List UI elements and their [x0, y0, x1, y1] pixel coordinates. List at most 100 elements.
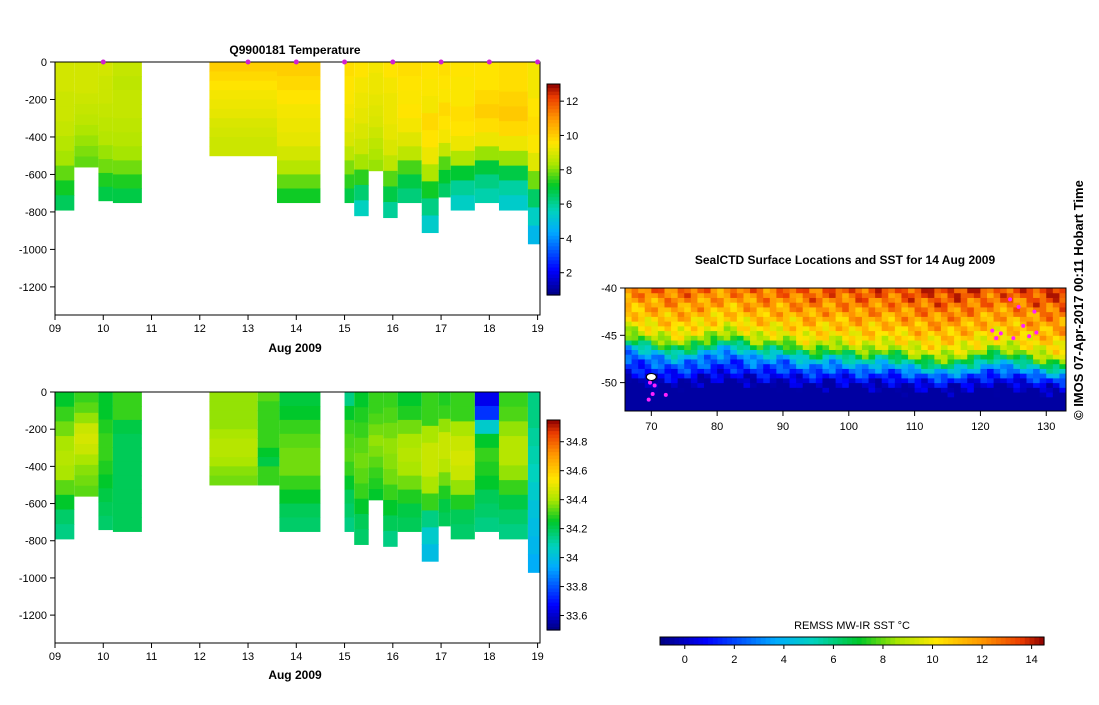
sst-cell: [1059, 306, 1067, 313]
profile-cell: [438, 156, 451, 171]
sst-cell: [743, 377, 751, 384]
sst-cell: [710, 330, 718, 336]
sst-cell: [934, 340, 942, 346]
sst-cell: [684, 382, 692, 388]
sst-cell: [763, 316, 771, 322]
sst-cell: [842, 344, 850, 350]
profile-cell: [257, 466, 280, 477]
sst-colorbar-tick-label: 2: [731, 654, 737, 666]
profile-cell: [450, 136, 475, 152]
sst-cell: [723, 382, 731, 388]
sst-cell: [723, 396, 731, 403]
profile-cell: [498, 91, 528, 107]
sst-cell: [901, 292, 909, 298]
sst-cell: [638, 321, 646, 327]
sst-cell: [1039, 401, 1047, 407]
sst-cell: [881, 288, 889, 294]
sst-cell: [980, 330, 988, 336]
sst-cell: [638, 297, 646, 303]
profile-cell: [397, 419, 422, 435]
sst-cell: [861, 316, 870, 322]
colorbar-segment: [547, 511, 560, 516]
sst-cell: [842, 335, 850, 341]
sst-cell: [848, 297, 856, 303]
colorbar-segment: [547, 263, 560, 268]
sst-cell: [822, 340, 830, 346]
sst-cell: [684, 349, 692, 355]
sst-cell: [717, 330, 725, 336]
sst-cell: [703, 349, 712, 355]
sst-cell: [1006, 288, 1014, 294]
sst-cell: [967, 373, 975, 379]
sst-cell: [940, 288, 949, 294]
profile-cell: [74, 93, 99, 105]
sst-cell: [881, 311, 889, 317]
colorbar-segment: [547, 479, 560, 484]
sst-cell: [710, 306, 718, 313]
sst-cell: [888, 358, 896, 365]
sst-cell: [625, 368, 633, 374]
sst-cell: [894, 335, 902, 341]
sst-cell: [894, 363, 902, 369]
profile-cell: [421, 510, 439, 528]
sst-cell: [875, 321, 883, 327]
sst-cell: [954, 401, 962, 407]
sst-cell: [657, 373, 665, 379]
sst-cell: [750, 382, 758, 388]
sst-cell: [973, 340, 981, 346]
profile-cell: [383, 422, 398, 439]
profile-cell: [498, 150, 528, 167]
x-tick-label: 14: [290, 651, 302, 663]
sst-cell: [769, 292, 777, 298]
sst-colorbar-segment: [880, 637, 887, 645]
sst-cell: [717, 363, 725, 369]
sst-cell: [625, 358, 633, 365]
seal-location-dot: [994, 336, 999, 341]
sst-cell: [736, 297, 744, 303]
sst-cell: [829, 306, 837, 313]
sst-cell: [664, 340, 672, 346]
profile-cell: [74, 485, 99, 497]
sst-cell: [829, 401, 837, 407]
sst-colorbar-tick-label: 14: [1025, 654, 1037, 666]
profile-cell: [55, 62, 75, 78]
sst-cell: [822, 392, 830, 398]
profile-cell: [276, 118, 321, 133]
profile-cell: [112, 392, 142, 407]
sst-cell: [677, 297, 685, 303]
colorbar-segment: [547, 259, 560, 264]
sst-cell: [796, 392, 804, 398]
sst-cell: [1026, 368, 1034, 374]
sst-colorbar-segment: [784, 637, 791, 645]
sst-cell: [1019, 288, 1028, 294]
sst-cell: [914, 306, 922, 313]
sst-cell: [736, 335, 744, 341]
colorbar-tick-label: 10: [566, 130, 578, 142]
colorbar-segment: [547, 164, 560, 169]
sst-cell: [1013, 358, 1021, 365]
sst-cell: [723, 306, 731, 313]
profile-cell: [498, 524, 528, 540]
sst-cell: [750, 401, 758, 407]
profile-cell: [527, 225, 540, 245]
profile-cell: [354, 407, 369, 423]
sst-cell: [1052, 401, 1060, 407]
sst-cell: [881, 349, 889, 355]
sst-cell: [987, 406, 995, 412]
profile-cell: [209, 127, 277, 138]
sst-cell: [868, 387, 876, 393]
profile-cell: [397, 90, 422, 105]
sst-cell: [717, 292, 725, 298]
profile-cell: [354, 483, 369, 500]
sst-cell: [782, 354, 791, 360]
profile-cell: [450, 62, 475, 78]
sst-cell: [934, 349, 942, 355]
sst-cell: [730, 396, 738, 403]
sst-cell: [1039, 373, 1047, 379]
sst-colorbar-segment: [703, 637, 709, 645]
sst-cell: [927, 306, 935, 313]
profile-cell: [368, 116, 384, 128]
sst-cell: [908, 330, 916, 336]
sst-colorbar-segment: [900, 637, 906, 645]
profile-cell: [438, 445, 451, 460]
